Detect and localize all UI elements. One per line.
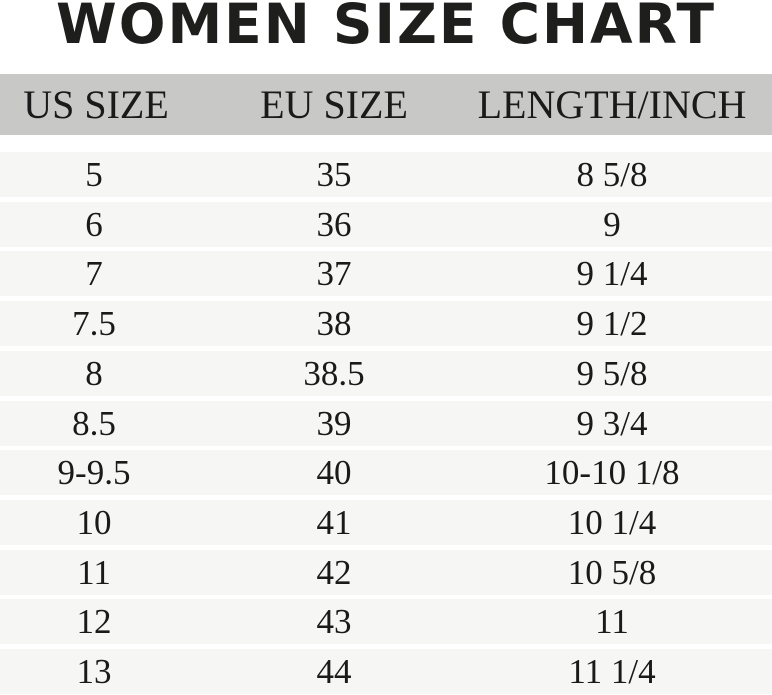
cell-us-size: 11	[77, 552, 111, 592]
table-header: US SIZE EU SIZE LENGTH/INCH	[0, 74, 772, 135]
cell-length-inch: 9 1/2	[576, 304, 648, 344]
cell-eu-size: 38.5	[303, 353, 365, 393]
cell-us-size: 7	[85, 254, 103, 294]
table-row: 12 43 11	[0, 599, 772, 645]
cell-eu-size: 40	[316, 453, 352, 493]
table-row: 13 44 11 1/4	[0, 649, 772, 694]
chart-title: WOMEN SIZE CHART	[56, 0, 716, 56]
cell-eu-size: 44	[316, 652, 352, 691]
cell-length-inch: 9 1/4	[576, 254, 648, 294]
cell-length-inch: 10 1/4	[567, 502, 657, 542]
cell-eu-size: 35	[316, 155, 352, 194]
table-row: 10 41 10 1/4	[0, 499, 772, 545]
cell-us-size: 5	[85, 155, 103, 194]
cell-length-inch: 10 5/8	[567, 552, 657, 592]
cell-length-inch: 9	[603, 204, 621, 244]
cell-us-size: 7.5	[72, 304, 116, 344]
cell-eu-size: 39	[316, 403, 352, 443]
cell-us-size: 6	[85, 204, 103, 244]
cell-us-size: 8.5	[72, 403, 116, 443]
cell-us-size: 12	[76, 602, 112, 642]
cell-us-size: 8	[85, 353, 103, 393]
table-row: 7.5 38 9 1/2	[0, 301, 772, 347]
table-row: 8.5 39 9 3/4	[0, 400, 772, 446]
cell-eu-size: 38	[316, 304, 352, 344]
table-row: 11 42 10 5/8	[0, 549, 772, 595]
table-row: 9-9.5 40 10-10 1/8	[0, 450, 772, 496]
cell-eu-size: 36	[316, 204, 352, 244]
cell-length-inch: 11	[595, 602, 629, 642]
cell-eu-size: 42	[316, 552, 352, 592]
table-row: 7 37 9 1/4	[0, 251, 772, 297]
cell-length-inch: 9 3/4	[576, 403, 648, 443]
table-row: 5 35 8 5/8	[0, 152, 772, 197]
header-eu-size: EU SIZE	[260, 82, 408, 127]
header-us-size: US SIZE	[23, 82, 169, 127]
cell-length-inch: 10-10 1/8	[544, 453, 680, 493]
cell-length-inch: 8 5/8	[576, 155, 648, 194]
cell-us-size: 9-9.5	[57, 453, 131, 493]
cell-us-size: 13	[76, 652, 112, 691]
cell-length-inch: 11 1/4	[568, 652, 656, 691]
table-row: 6 36 9	[0, 201, 772, 247]
header-length-inch: LENGTH/INCH	[477, 82, 747, 127]
cell-length-inch: 9 5/8	[576, 353, 648, 393]
cell-eu-size: 41	[316, 502, 352, 542]
cell-eu-size: 37	[316, 254, 352, 294]
cell-eu-size: 43	[316, 602, 352, 642]
table-row: 8 38.5 9 5/8	[0, 350, 772, 396]
cell-us-size: 10	[76, 502, 112, 542]
